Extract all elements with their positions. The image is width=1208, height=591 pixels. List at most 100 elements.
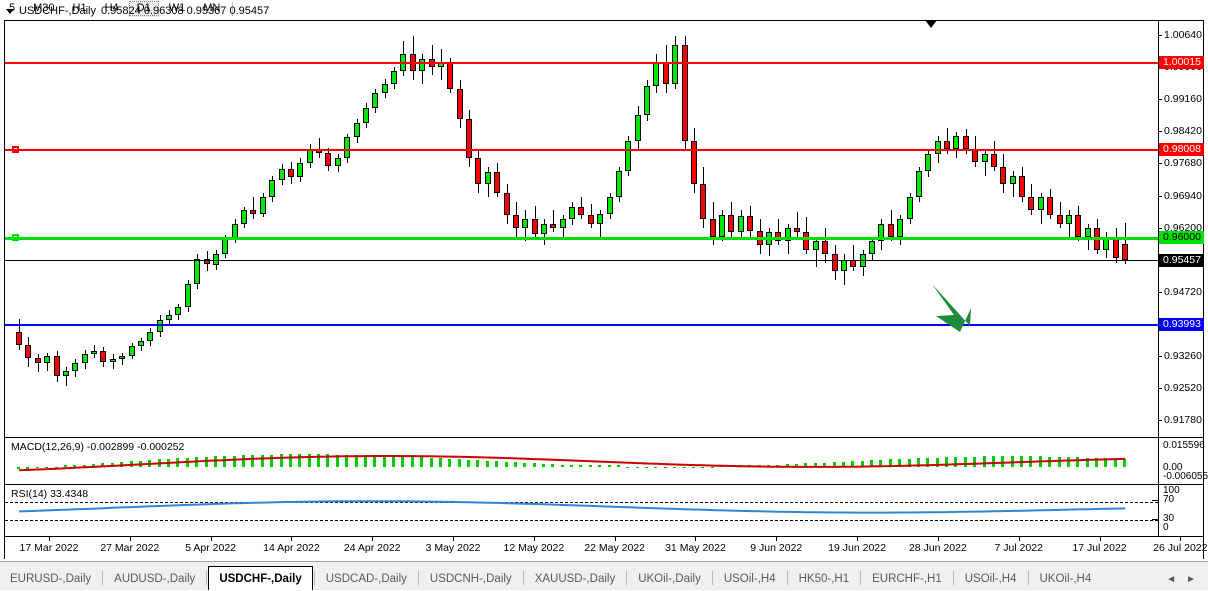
candle-body-bearish — [588, 214, 594, 224]
candle-body-bearish — [963, 136, 969, 150]
price-axis[interactable]: 1.006400.999000.991600.984200.976800.969… — [1158, 21, 1204, 437]
level-line-blue[interactable] — [5, 324, 1158, 327]
candle-body-bullish — [635, 114, 641, 141]
macd-histogram-bar — [823, 462, 827, 467]
chart-tab-eurusd--daily[interactable]: EURUSD-,Daily — [10, 573, 92, 585]
macd-histogram-bar — [776, 464, 780, 467]
macd-plot-area[interactable]: MACD(12,26,9) -0.002899 -0.000252 — [5, 438, 1158, 484]
chart-tab-hk50--h1[interactable]: HK50-,H1 — [798, 573, 850, 585]
candle-body-bearish — [325, 152, 331, 167]
macd-histogram-bar — [842, 461, 846, 467]
candle-body-bearish — [457, 88, 463, 119]
caret-left-icon[interactable]: ◄ — [1166, 574, 1177, 585]
macd-histogram-bar — [326, 454, 330, 467]
price-tick-label: 1.00640 — [1164, 28, 1202, 41]
timeframe-button-h4[interactable]: H4 — [104, 2, 119, 14]
price-badge-red: 1.00015 — [1159, 55, 1204, 69]
timeframe-button-mn[interactable]: MN — [203, 2, 221, 14]
sell-arrow-annotation[interactable] — [930, 282, 976, 334]
chart-tab-usdchf--daily[interactable]: USDCHF-,Daily — [208, 566, 313, 590]
timeframe-button-h1[interactable]: H1 — [72, 2, 87, 14]
macd-histogram-bar — [233, 455, 237, 467]
candle-body-bearish — [1075, 214, 1081, 237]
date-tick-label: 24 Apr 2022 — [343, 542, 401, 554]
macd-histogram-bar — [83, 464, 87, 467]
macd-histogram-bar — [92, 463, 96, 467]
chart-header: USDCHF-,Daily 0.95824 0.96308 0.95367 0.… — [6, 5, 269, 17]
candle-body-bullish — [672, 44, 678, 85]
macd-histogram-bar — [1076, 457, 1080, 467]
candle-body-bearish — [578, 207, 584, 215]
candle-body-bullish — [644, 85, 650, 115]
macd-histogram-bar — [870, 460, 874, 467]
level-line-black[interactable] — [5, 260, 1158, 262]
macd-histogram-bar — [954, 457, 958, 467]
level-line-green[interactable] — [5, 236, 1158, 240]
price-pane[interactable]: 1.006400.999000.991600.984200.976800.969… — [5, 21, 1204, 437]
candle-body-bearish — [1122, 244, 1128, 261]
timeframe-toolbar: 5 M30 H1 H4 D1 W1 MN — [0, 0, 1208, 17]
chart-tab-xauusd--daily[interactable]: XAUUSD-,Daily — [534, 573, 616, 585]
chart-tab-usdcad--daily[interactable]: USDCAD-,Daily — [325, 573, 407, 585]
triangle-down-icon[interactable] — [6, 8, 14, 14]
candle-body-bullish — [935, 140, 941, 154]
date-axis[interactable]: 17 Mar 2022 27 Mar 2022 5 Apr 2022 14 Apr 2… — [4, 537, 1207, 559]
timeframe-button-5[interactable]: 5 — [9, 2, 16, 14]
candle-body-bearish — [822, 240, 828, 255]
candle-wick — [985, 149, 986, 176]
timeframe-button-w1[interactable]: W1 — [168, 2, 186, 14]
macd-histogram-bar — [579, 465, 583, 467]
candle-body-bullish — [175, 307, 181, 316]
candle-body-bullish — [391, 71, 397, 85]
tab-separator — [711, 571, 713, 585]
macd-histogram-bar — [373, 455, 377, 467]
date-tick-mark — [937, 537, 939, 541]
candle-body-bullish — [616, 171, 622, 198]
macd-histogram-bar — [551, 464, 555, 467]
chart-frame[interactable]: 1.006400.999000.991600.984200.976800.969… — [4, 20, 1208, 537]
candle-wick — [778, 219, 779, 246]
price-plot-area[interactable] — [5, 21, 1158, 437]
macd-histogram-bar — [130, 461, 134, 467]
timeframe-button-d1[interactable]: D1 — [127, 0, 160, 17]
chart-tab-eurchf--h1[interactable]: EURCHF-,H1 — [872, 573, 942, 585]
price-tick-label: 0.94720 — [1164, 286, 1202, 299]
macd-histogram-bar — [1114, 458, 1118, 467]
price-badge-green: 0.96000 — [1159, 230, 1204, 244]
macd-histogram-bar — [664, 466, 668, 469]
candle-body-bullish — [597, 213, 603, 224]
candle-body-bullish — [841, 260, 847, 272]
candle-body-bearish — [532, 219, 538, 234]
macd-pane[interactable]: MACD(12,26,9) -0.002899 -0.000252 0.0155… — [5, 437, 1208, 484]
timeframe-button-m30[interactable]: M30 — [33, 2, 55, 14]
macd-histogram-bar — [889, 459, 893, 467]
candle-body-bullish — [541, 223, 547, 234]
tab-separator — [860, 571, 862, 585]
candle-body-bearish — [25, 344, 31, 358]
date-tick-label: 31 May 2022 — [665, 542, 726, 554]
rsi-plot-area[interactable]: RSI(14) 33.4348 — [5, 485, 1158, 536]
rsi-pane[interactable]: RSI(14) 33.4348 100 70 30 0 — [5, 484, 1203, 536]
candle-body-bullish — [953, 136, 959, 150]
chart-tab-usdcnh--daily[interactable]: USDCNH-,Daily — [429, 573, 512, 585]
candle-body-bullish — [241, 210, 247, 224]
chart-tab-usoil--h4[interactable]: USOil-,H4 — [964, 573, 1017, 585]
chart-tab-usoil--h4[interactable]: USOil-,H4 — [723, 573, 776, 585]
chart-ohlc-values: 0.95824 0.96308 0.95367 0.95457 — [101, 5, 270, 17]
level-line-red[interactable] — [5, 61, 1158, 64]
date-tick-mark — [453, 537, 455, 541]
chart-tab-ukoil--daily[interactable]: UKOil-,Daily — [638, 573, 701, 585]
date-tick-mark — [210, 537, 212, 541]
candle-body-bullish — [354, 123, 360, 138]
tab-separator — [1027, 571, 1029, 585]
chart-tab-audusd--daily[interactable]: AUDUSD-,Daily — [114, 573, 196, 585]
macd-histogram-bar — [1086, 457, 1090, 467]
candle-body-bullish — [260, 196, 266, 214]
chart-tab-ukoil--h4[interactable]: UKOil-,H4 — [1039, 573, 1092, 585]
candle-body-bullish — [372, 92, 378, 108]
candle-wick — [253, 197, 254, 220]
candle-body-bearish — [1000, 166, 1006, 185]
caret-right-icon[interactable]: ► — [1186, 574, 1196, 585]
date-tick-mark — [1018, 537, 1020, 541]
level-line-red[interactable] — [5, 149, 1158, 152]
